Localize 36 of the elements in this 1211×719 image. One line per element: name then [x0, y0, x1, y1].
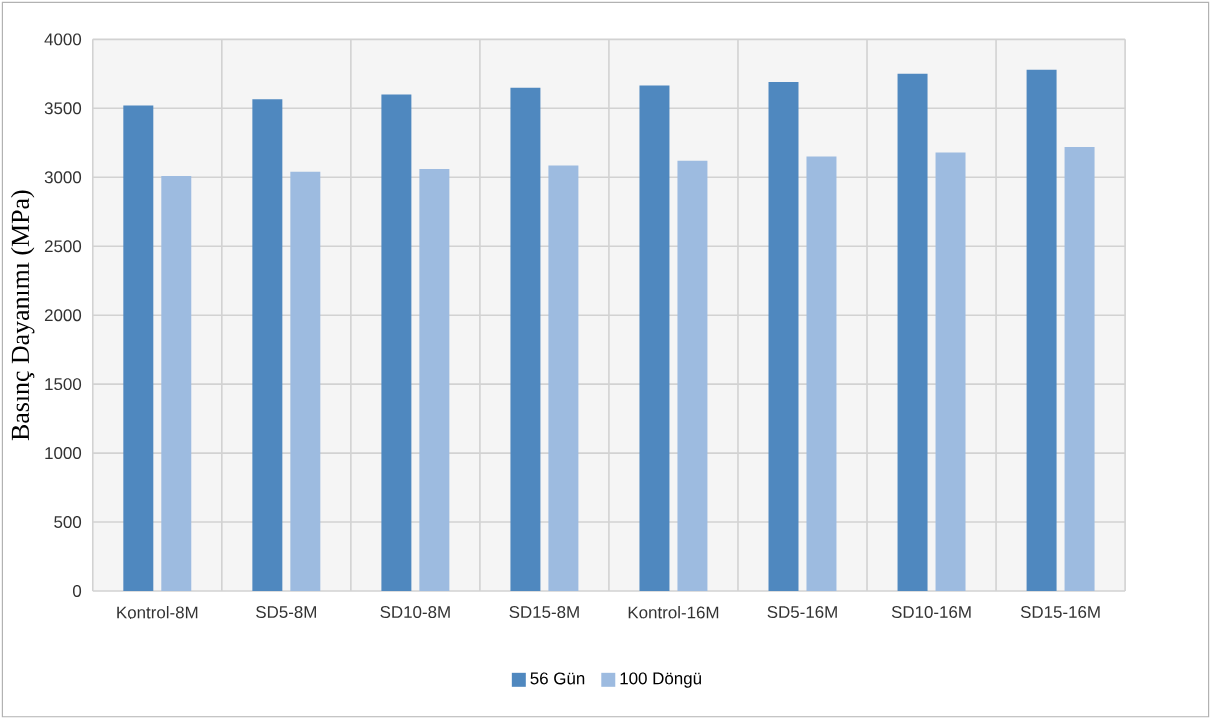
bar	[639, 85, 670, 591]
legend-label: 56 Gün	[530, 672, 585, 685]
x-tick-label: Kontrol-16M	[628, 605, 719, 619]
bar	[806, 156, 837, 591]
x-tick-label: SD15-16M	[1020, 605, 1100, 618]
y-tick-label: 3500	[44, 102, 82, 115]
y-tick-label: 2500	[44, 240, 82, 253]
x-tick-label: SD5-16M	[767, 605, 837, 618]
bar	[510, 87, 541, 591]
bar	[419, 168, 450, 591]
bar	[897, 73, 928, 591]
y-tick-label: 1500	[45, 378, 82, 390]
y-tick-label: 3000	[44, 171, 82, 184]
bar	[123, 105, 154, 591]
bar	[1064, 146, 1095, 591]
x-tick-label: SD15-8M	[509, 605, 579, 618]
bar	[381, 94, 412, 591]
x-tick-label: SD10-16M	[891, 605, 971, 618]
bar	[290, 171, 321, 591]
bar	[548, 165, 579, 591]
y-tick-label: 1000	[45, 446, 82, 459]
bar	[677, 160, 708, 591]
y-tick-label: 2000	[44, 309, 82, 322]
bar	[161, 175, 192, 591]
bar	[1026, 69, 1057, 591]
bar	[935, 152, 966, 591]
bar	[768, 81, 799, 591]
y-tick-label: 4000	[44, 33, 82, 46]
legend-label: 100 Döngü	[620, 672, 701, 688]
y-axis-title: Basınç Dayanımı (MPa)	[10, 190, 35, 441]
y-tick-label: 500	[54, 515, 82, 528]
x-tick-label: SD10-8M	[380, 605, 450, 618]
y-tick-label: 0	[72, 584, 82, 597]
bar	[252, 99, 283, 591]
x-tick-label: Kontrol-8M	[117, 605, 198, 619]
x-tick-label: SD5-8M	[256, 605, 316, 618]
